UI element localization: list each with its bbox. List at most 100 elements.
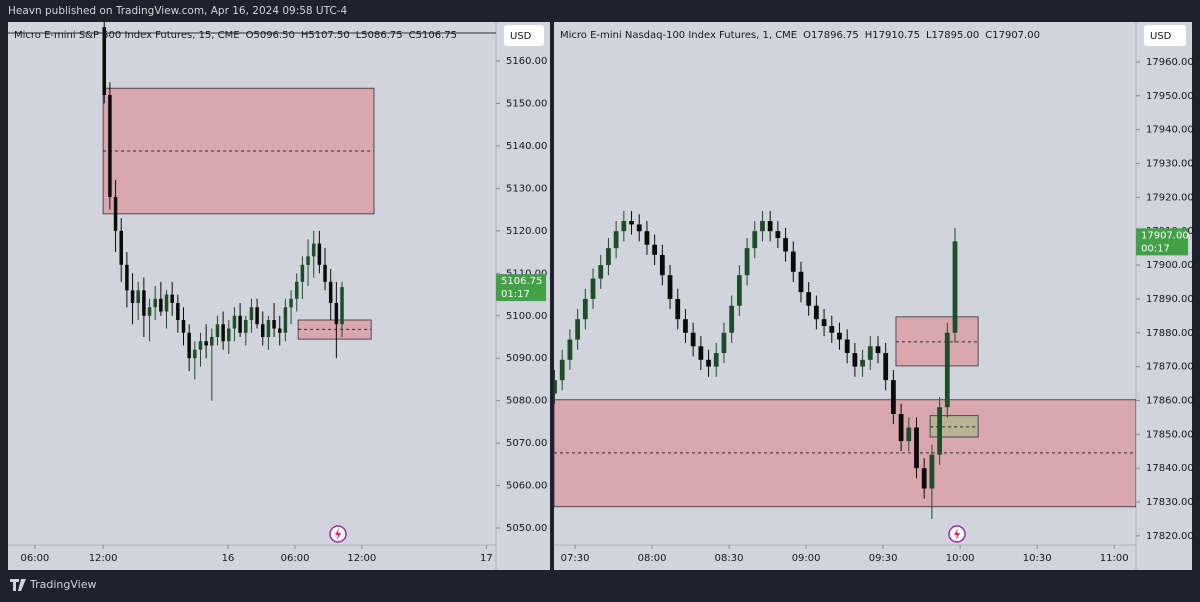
candle-body — [636, 224, 642, 232]
candle-body — [153, 298, 157, 308]
y-tick-label: 17820.00 — [1146, 531, 1194, 542]
price-tag — [496, 274, 546, 302]
footer: TradingView — [10, 578, 96, 591]
legend-value: L17895.00 — [926, 30, 979, 41]
candle-body — [914, 427, 919, 469]
candle-body — [698, 346, 704, 360]
y-tick-label: 5150.00 — [506, 99, 547, 110]
y-tick-label: 17830.00 — [1146, 497, 1194, 508]
candle-body — [729, 305, 735, 333]
candle-body — [215, 324, 220, 337]
candle-body — [582, 298, 588, 320]
price-label: 5106.75 — [501, 276, 542, 287]
candle-body — [136, 290, 140, 304]
candle-body — [227, 328, 231, 342]
candle-body — [659, 254, 665, 276]
currency-button[interactable] — [504, 25, 544, 46]
candle-body — [102, 27, 106, 96]
candle-body — [272, 320, 276, 329]
candle-body — [289, 298, 293, 308]
candle-body — [613, 231, 619, 249]
x-tick-label: 09:30 — [869, 553, 898, 564]
candle-body — [798, 271, 804, 293]
candle-body — [783, 237, 788, 252]
candle-body — [125, 264, 129, 291]
candle-body — [266, 320, 271, 337]
event-icon-bolt — [954, 528, 960, 540]
y-tick-label: 5140.00 — [506, 141, 547, 152]
candle-body — [198, 341, 203, 350]
candle-body — [883, 353, 889, 381]
candle-body — [244, 320, 248, 333]
candle-body — [921, 468, 927, 489]
currency-button[interactable] — [1144, 25, 1186, 46]
candle-body — [554, 380, 557, 394]
x-tick-label: 17 — [480, 553, 493, 564]
y-tick-label: 17940.00 — [1146, 125, 1194, 136]
candle-body — [898, 413, 904, 442]
plot — [8, 22, 496, 401]
candle-body — [113, 196, 118, 231]
candle-body — [837, 332, 842, 340]
candle-body — [813, 305, 819, 320]
legend-title: Micro E-mini S&P 500 Index Futures, 15, … — [14, 30, 240, 41]
candle-body — [255, 307, 259, 325]
y-tick-label: 17840.00 — [1146, 463, 1194, 474]
x-tick-label: 08:00 — [638, 553, 667, 564]
candle-body — [170, 294, 174, 304]
candle-body — [667, 275, 673, 299]
plot — [554, 210, 1136, 519]
candle-body — [767, 221, 773, 232]
y-tick-label: 17930.00 — [1146, 158, 1194, 169]
candle-body — [875, 346, 881, 354]
candle-body — [721, 332, 727, 354]
countdown: 01:17 — [501, 289, 530, 300]
candle-body — [598, 265, 604, 279]
x-tick-label: 12:00 — [347, 553, 376, 564]
y-tick-label: 5050.00 — [506, 523, 547, 534]
candle-body — [108, 95, 112, 197]
candle-body — [567, 339, 573, 360]
zone — [929, 415, 979, 438]
candle-body — [929, 454, 935, 489]
candle-body — [683, 319, 688, 333]
candle-body — [130, 290, 135, 304]
y-tick-label: 5090.00 — [506, 353, 547, 364]
logo — [10, 579, 26, 591]
y-tick-label: 17960.00 — [1146, 57, 1194, 68]
candle-body — [844, 339, 850, 354]
candle-body — [340, 287, 344, 325]
candle-body — [283, 307, 288, 333]
y-tick-label: 17890.00 — [1146, 294, 1194, 305]
candle-body — [159, 298, 163, 312]
header: Heavn published on TradingView.com, Apr … — [8, 5, 348, 17]
candle-body — [210, 336, 214, 346]
x-tick-label: 06:00 — [20, 553, 49, 564]
y-tick-label: 5080.00 — [506, 396, 547, 407]
candle-body — [559, 359, 565, 381]
x-tick-label: 11:00 — [1100, 553, 1129, 564]
footer-text: TradingView — [29, 578, 96, 591]
candle-body — [164, 294, 169, 312]
y-tick-label: 17920.00 — [1146, 192, 1194, 203]
candle-body — [860, 359, 865, 367]
y-tick-label: 5130.00 — [506, 183, 547, 194]
x-tick-label: 08:30 — [715, 553, 744, 564]
candle-body — [621, 221, 627, 232]
candle-body — [952, 241, 958, 333]
y-tick-label: 17900.00 — [1146, 260, 1194, 271]
candle-body — [193, 349, 197, 359]
candle-body — [906, 427, 912, 442]
currency-label[interactable]: USD — [1150, 31, 1172, 42]
price-tag — [1136, 228, 1188, 256]
y-tick-label: 17870.00 — [1146, 362, 1194, 373]
y-tick-label: 5100.00 — [506, 311, 547, 322]
x-tick-label: 06:00 — [281, 553, 310, 564]
candle-body — [644, 231, 650, 245]
candle-body — [306, 256, 310, 265]
currency-label[interactable]: USD — [510, 31, 532, 42]
candle-body — [744, 248, 750, 276]
candle-body — [821, 319, 827, 326]
